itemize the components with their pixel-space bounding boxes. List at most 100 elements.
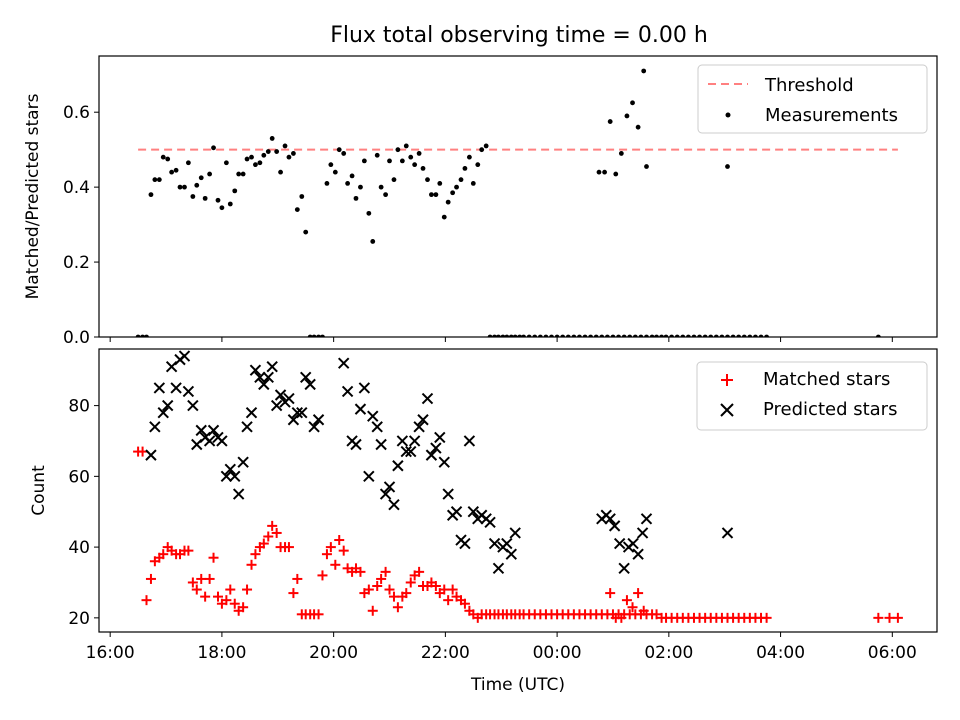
measurement-point bbox=[618, 151, 624, 156]
predicted-point-b bbox=[350, 438, 362, 451]
predicted-point-b bbox=[245, 406, 258, 419]
predicted-point-b bbox=[459, 537, 471, 550]
predicted-point bbox=[463, 435, 476, 447]
predicted-point-b bbox=[241, 421, 253, 433]
plot-frame bbox=[98, 348, 938, 633]
matched-point bbox=[621, 595, 632, 606]
measurement-point bbox=[177, 184, 183, 190]
predicted-point-b bbox=[224, 463, 236, 475]
matched-point bbox=[145, 573, 156, 584]
measurement-point bbox=[299, 194, 305, 199]
predicted-point bbox=[350, 438, 362, 451]
measurement-point bbox=[173, 167, 179, 173]
matched-point bbox=[384, 584, 395, 595]
predicted-point bbox=[632, 548, 644, 560]
measurement-point bbox=[240, 171, 246, 177]
predicted-point-b bbox=[283, 392, 295, 405]
matched-point bbox=[221, 595, 232, 606]
measurement-point bbox=[445, 199, 451, 205]
matched-point bbox=[873, 612, 884, 623]
predicted-point bbox=[492, 562, 505, 575]
predicted-legend-marker bbox=[720, 403, 734, 417]
matched-point bbox=[242, 584, 253, 595]
measurement-point bbox=[152, 177, 158, 183]
measurement-point bbox=[630, 100, 635, 106]
predicted-point bbox=[170, 382, 182, 394]
measurement-point bbox=[374, 152, 380, 158]
y-axis-label: Matched/Predicted stars bbox=[23, 93, 43, 299]
plot-frame bbox=[98, 55, 938, 338]
measurement-point bbox=[148, 192, 154, 198]
predicted-point-b bbox=[337, 357, 350, 369]
predicted-point bbox=[400, 445, 412, 458]
predicted-point-b bbox=[405, 445, 417, 458]
measurement-point bbox=[602, 169, 607, 175]
predicted-point-b bbox=[229, 470, 241, 483]
predicted-point-b bbox=[488, 537, 501, 550]
matched-point bbox=[439, 584, 450, 595]
matched-point bbox=[313, 609, 324, 620]
matched-point bbox=[892, 612, 903, 623]
predicted-point-b bbox=[220, 470, 233, 483]
measurement-point bbox=[483, 143, 489, 149]
predicted-point-b bbox=[299, 371, 312, 384]
predicted-point bbox=[640, 513, 653, 525]
x-tick-label: 04:00 bbox=[756, 643, 805, 663]
measurement-point bbox=[324, 180, 330, 186]
measurement-point bbox=[156, 177, 162, 183]
predicted-point bbox=[484, 516, 496, 529]
predicted-point bbox=[438, 456, 450, 468]
matched-point bbox=[321, 549, 332, 560]
predicted-point bbox=[216, 435, 228, 447]
y-tick-label: 0.6 bbox=[63, 103, 90, 123]
matched-point bbox=[414, 566, 425, 577]
measurement-point bbox=[596, 169, 602, 175]
matched-point bbox=[392, 602, 403, 613]
measurement-point bbox=[274, 149, 280, 154]
predicted-point bbox=[249, 364, 262, 376]
measurement-point bbox=[336, 147, 342, 153]
measurement-point bbox=[429, 192, 434, 198]
predicted-point bbox=[296, 406, 308, 419]
measurement-point bbox=[202, 195, 208, 201]
predicted-point-b bbox=[400, 445, 412, 458]
predicted-point bbox=[421, 392, 434, 405]
predicted-point-b bbox=[291, 406, 304, 419]
matched-point bbox=[443, 595, 454, 606]
predicted-point bbox=[312, 414, 325, 426]
predicted-point-b bbox=[618, 562, 630, 575]
predicted-point-b bbox=[421, 392, 434, 405]
matched-point bbox=[183, 545, 194, 556]
predicted-point-b bbox=[392, 460, 404, 472]
predicted-point-b bbox=[425, 449, 438, 461]
predicted-point-b bbox=[266, 360, 278, 373]
matched-point bbox=[367, 605, 378, 616]
predicted-point-b bbox=[375, 438, 387, 451]
predicted-point-b bbox=[450, 506, 463, 518]
predicted-point-b bbox=[463, 435, 476, 447]
predicted-point-b bbox=[467, 506, 480, 518]
matched-point bbox=[334, 535, 345, 546]
predicted-point-b bbox=[304, 378, 316, 391]
predicted-point bbox=[721, 527, 734, 539]
predicted-point bbox=[341, 385, 354, 398]
ratio-plot: 0.0 0.2 0.4 0.6 Matched/Predicted stars bbox=[23, 55, 938, 348]
predicted-point bbox=[425, 449, 438, 461]
matched-point bbox=[401, 588, 412, 599]
measurement-point bbox=[470, 180, 476, 186]
matched-point bbox=[363, 584, 374, 595]
predicted-point bbox=[375, 438, 387, 451]
measurement-point bbox=[286, 154, 292, 160]
measurement-point bbox=[291, 151, 296, 156]
predicted-point-b bbox=[721, 527, 734, 539]
matched-point bbox=[212, 591, 223, 602]
matched-point bbox=[263, 531, 274, 542]
predicted-point bbox=[157, 406, 169, 419]
matched-point bbox=[651, 609, 662, 620]
measurement-point bbox=[328, 162, 334, 168]
measurement-point bbox=[437, 180, 443, 186]
matched-point bbox=[200, 591, 211, 602]
matched-point bbox=[225, 584, 236, 595]
predicted-point-b bbox=[296, 406, 308, 419]
predicted-point bbox=[358, 382, 371, 394]
